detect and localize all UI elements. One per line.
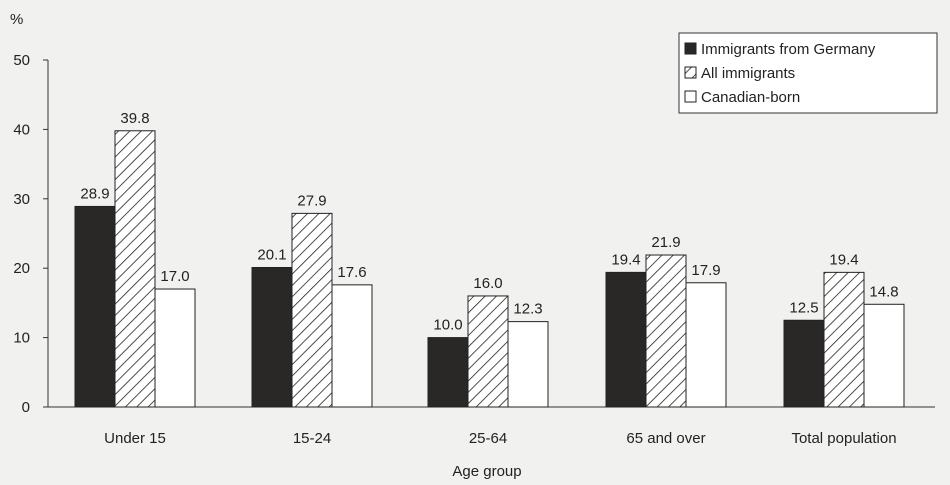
legend-box [678,32,938,114]
bar-immigrants-from-germany-15-24 [251,267,293,408]
bar-value-label: 21.9 [651,234,680,251]
bar-immigrants-from-germany-65-and-over [605,271,647,408]
x-axis-tick-labels: Under 15 15-24 25-64 65 and over Total popul… [104,430,896,447]
legend-label-canadian-born: Canadian-born [701,89,800,106]
category-label: 25-64 [469,430,507,447]
bar-value-label: 10.0 [433,317,462,334]
y-tick-label: 0 [22,399,30,416]
bar-value-label: 27.9 [297,192,326,209]
bar-value-label: 12.5 [789,299,818,316]
bar-value-label: 14.8 [869,283,898,300]
bar-value-label: 16.0 [473,275,502,292]
bar-value-label: 19.4 [611,251,640,268]
bar-canadian-born-total-population [863,303,905,408]
bar-canadian-born-65-and-over [685,282,727,408]
y-tick-label: 40 [13,121,30,138]
bar-immigrants-from-germany-total-population [783,319,825,408]
bar-canadian-born-15-24 [331,284,373,408]
bar-canadian-born-25-64 [507,321,549,408]
y-axis-title: % [10,11,23,28]
y-tick-label: 10 [13,330,30,347]
bar-value-label: 17.9 [691,262,720,279]
bar-immigrants-from-germany-25-64 [427,337,469,408]
bar-all-immigrants-under-15 [114,130,156,408]
bar-canadian-born-under-15 [154,288,196,408]
bar-value-label: 28.9 [80,185,109,202]
bar-value-label: 39.8 [120,110,149,127]
bar-value-label: 12.3 [513,301,542,318]
legend: Immigrants from Germany All immigrants C… [678,32,938,114]
bar-value-label: 17.6 [337,264,366,281]
bar-value-label: 19.4 [829,251,858,268]
bar-value-label: 17.0 [160,268,189,285]
bar-immigrants-from-germany-under-15 [74,205,116,408]
y-tick-label: 50 [13,52,30,69]
x-axis-title: Age group [452,463,521,480]
legend-swatch-all-immigrants [684,66,697,79]
legend-swatch-canadian-born [684,90,697,103]
bar-value-label: 20.1 [257,247,286,264]
legend-label-germany: Immigrants from Germany [701,41,876,58]
bar-all-immigrants-15-24 [291,212,333,408]
category-label: 15-24 [293,430,331,447]
category-label: Under 15 [104,430,166,447]
legend-swatch-germany [684,42,697,55]
legend-label-all-immigrants: All immigrants [701,65,795,82]
category-label: 65 and over [626,430,705,447]
bar-all-immigrants-total-population [823,271,865,408]
y-axis-ticks: 0 10 20 30 40 50 [13,52,48,416]
bar-all-immigrants-65-and-over [645,254,687,408]
bar-data-labels: 28.9 39.8 17.0 20.1 27.9 17.6 10.0 16.0 12.3 19.4… [80,110,898,334]
bar-series [74,130,905,408]
y-tick-label: 30 [13,191,30,208]
bar-all-immigrants-25-64 [467,295,509,408]
y-tick-label: 20 [13,260,30,277]
category-label: Total population [791,430,896,447]
